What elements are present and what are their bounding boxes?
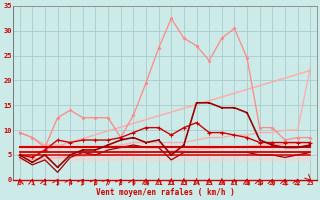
X-axis label: Vent moyen/en rafales ( km/h ): Vent moyen/en rafales ( km/h ) [96,188,234,197]
